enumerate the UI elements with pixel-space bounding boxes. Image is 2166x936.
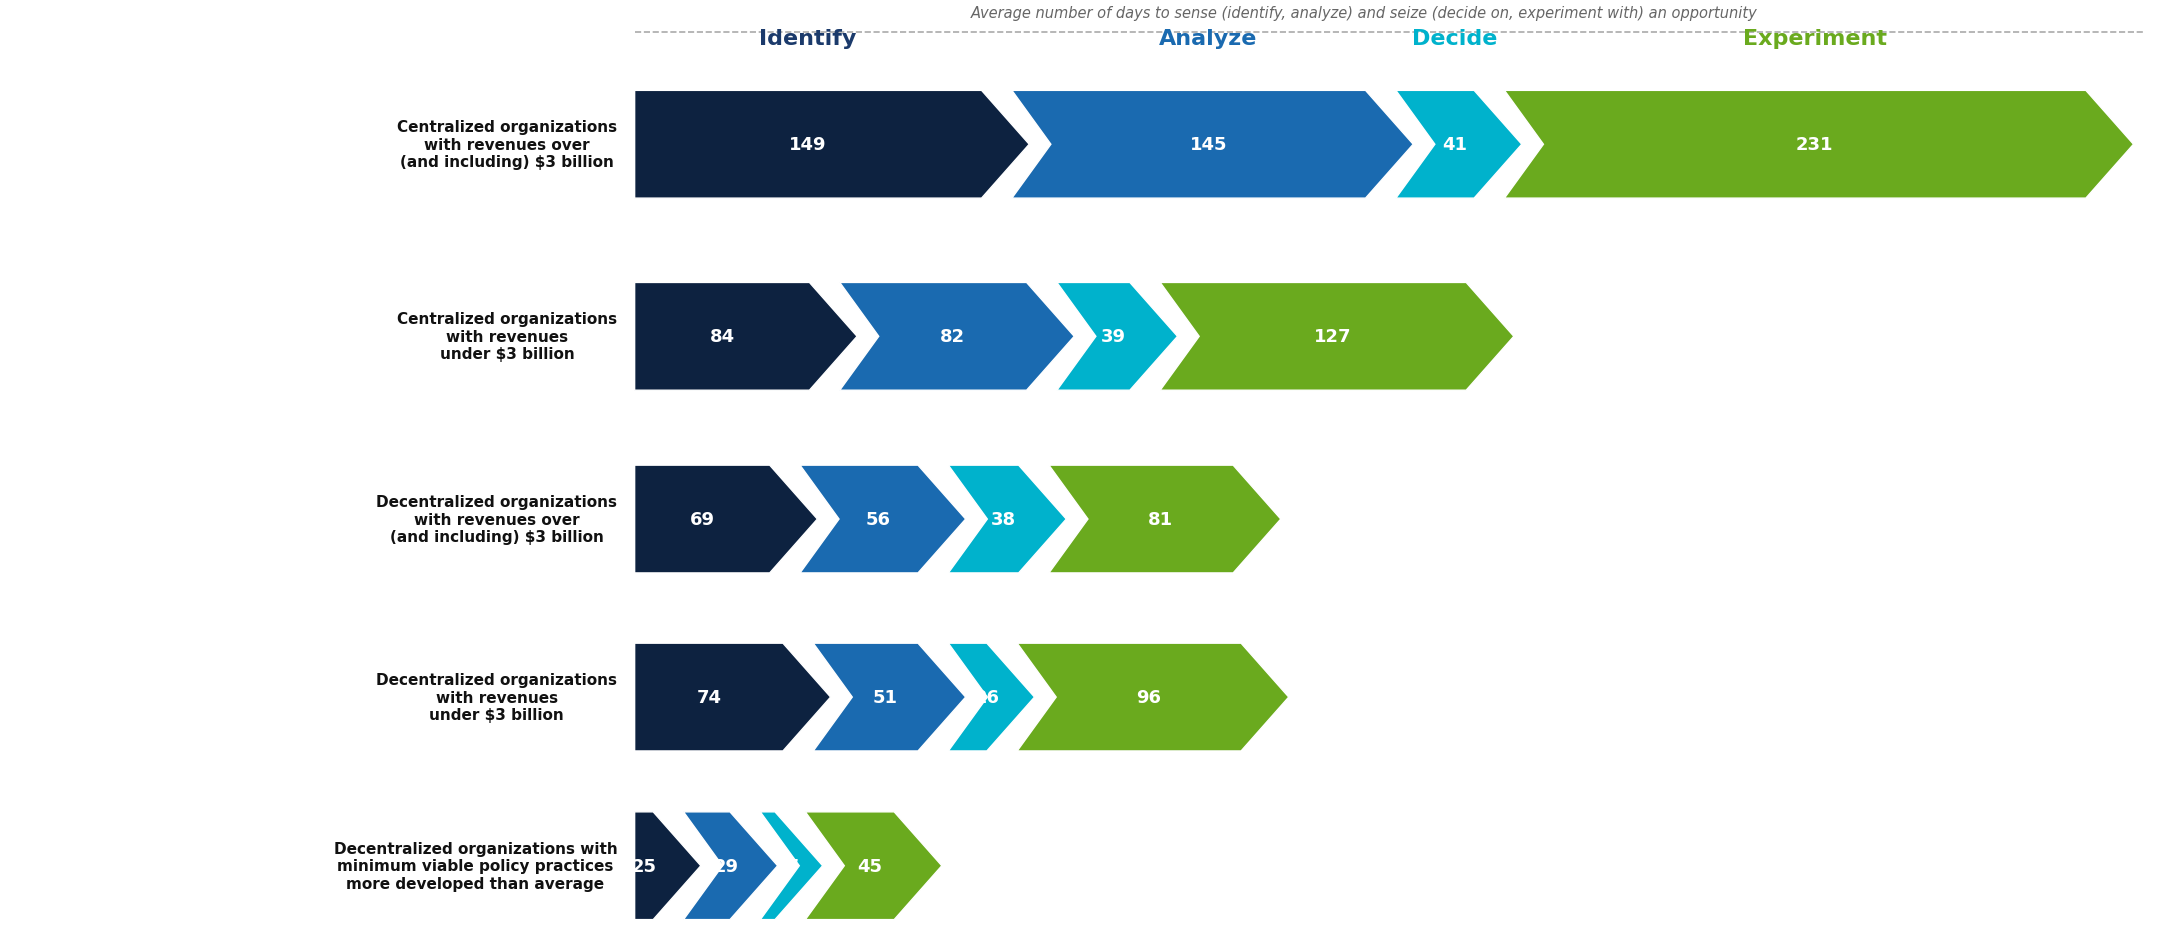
Text: 81: 81 [1148,510,1174,529]
Text: Decentralized organizations
with revenues over
(and including) $3 billion: Decentralized organizations with revenue… [377,494,617,545]
Text: 51: 51 [873,688,897,707]
Text: Identify: Identify [760,29,858,49]
Text: 84: 84 [710,328,734,346]
Text: Analyze: Analyze [1159,29,1258,49]
Polygon shape [1057,284,1178,391]
Text: Decentralized organizations
with revenues
under $3 billion: Decentralized organizations with revenue… [377,672,617,723]
Text: 41: 41 [1443,136,1466,154]
Polygon shape [949,644,1035,751]
Polygon shape [760,812,823,919]
Polygon shape [806,812,942,919]
Text: 29: 29 [715,856,739,875]
Text: 145: 145 [1189,136,1226,154]
Polygon shape [799,465,966,573]
Text: 38: 38 [990,510,1016,529]
Text: 96: 96 [1137,688,1161,707]
Text: Centralized organizations
with revenues over
(and including) $3 billion: Centralized organizations with revenues … [396,120,617,170]
Text: Experiment: Experiment [1744,29,1887,49]
Text: 69: 69 [689,510,715,529]
Polygon shape [1161,284,1514,391]
Polygon shape [635,465,817,573]
Text: 56: 56 [866,510,890,529]
Polygon shape [840,284,1074,391]
Text: 82: 82 [940,328,966,346]
Polygon shape [1505,92,2134,199]
Polygon shape [684,812,778,919]
Polygon shape [1018,644,1289,751]
Text: 26: 26 [975,688,999,707]
Text: 149: 149 [788,136,827,154]
Text: 127: 127 [1315,328,1352,346]
Polygon shape [635,812,702,919]
Polygon shape [635,644,830,751]
Text: Decide: Decide [1412,29,1497,49]
Text: 231: 231 [1796,136,1832,154]
Text: 45: 45 [858,856,882,875]
Polygon shape [1048,465,1280,573]
Polygon shape [812,644,966,751]
Polygon shape [1395,92,1523,199]
Polygon shape [949,465,1066,573]
Text: Centralized organizations
with revenues
under $3 billion: Centralized organizations with revenues … [396,312,617,362]
Polygon shape [635,92,1029,199]
Text: Decentralized organizations with
minimum viable policy practices
more developed : Decentralized organizations with minimum… [334,841,617,891]
Text: 17: 17 [775,856,799,875]
Text: 39: 39 [1100,328,1126,346]
Text: 74: 74 [695,688,721,707]
Text: Average number of days to sense (identify, analyze) and seize (decide on, experi: Average number of days to sense (identif… [970,6,1759,21]
Text: 25: 25 [632,856,656,875]
Polygon shape [1012,92,1412,199]
Polygon shape [635,284,858,391]
